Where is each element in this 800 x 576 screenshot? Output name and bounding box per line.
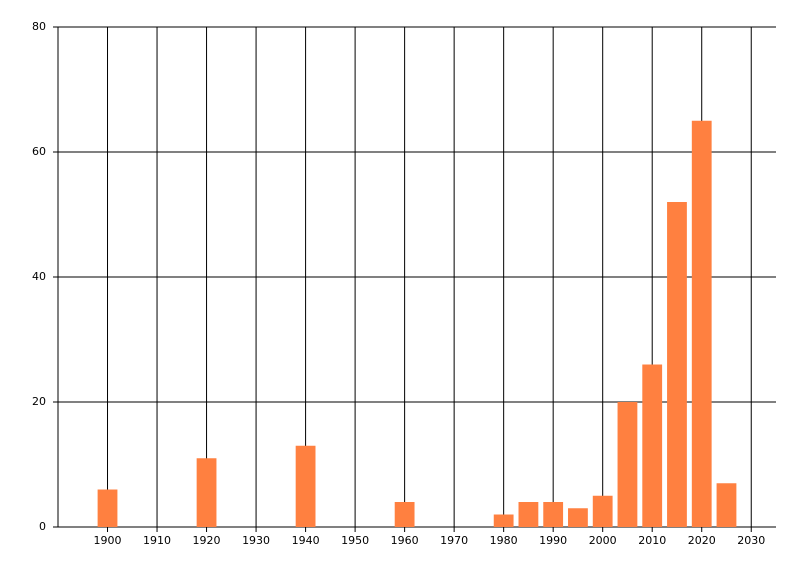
bar	[568, 508, 588, 527]
bar	[196, 458, 217, 527]
bar	[518, 502, 539, 527]
y-tick-label: 0	[39, 520, 46, 533]
x-tick-label: 2000	[589, 534, 617, 547]
bar	[642, 364, 663, 527]
y-tick-label: 80	[32, 20, 46, 33]
bar	[592, 495, 613, 527]
x-tick-label: 1980	[490, 534, 518, 547]
x-tick-label: 2010	[638, 534, 666, 547]
x-tick-label: 2030	[737, 534, 765, 547]
x-tick-label: 1950	[341, 534, 369, 547]
x-tick-label: 1920	[193, 534, 221, 547]
bar	[97, 489, 118, 527]
bar	[691, 120, 712, 527]
bar	[295, 445, 316, 527]
x-tick-label: 1930	[242, 534, 270, 547]
bar	[617, 402, 638, 527]
bar	[394, 502, 415, 527]
y-tick-label: 20	[32, 395, 46, 408]
x-tick-label: 1900	[94, 534, 122, 547]
bar	[667, 202, 687, 527]
y-tick-label: 60	[32, 145, 46, 158]
x-tick-label: 1990	[539, 534, 567, 547]
y-tick-label: 40	[32, 270, 46, 283]
x-tick-label: 1970	[440, 534, 468, 547]
x-tick-label: 1910	[143, 534, 171, 547]
bar	[493, 514, 514, 527]
x-tick-label: 2020	[688, 534, 716, 547]
bar	[543, 502, 564, 527]
x-tick-label: 1940	[292, 534, 320, 547]
x-tick-label: 1960	[391, 534, 419, 547]
bar	[716, 483, 737, 527]
